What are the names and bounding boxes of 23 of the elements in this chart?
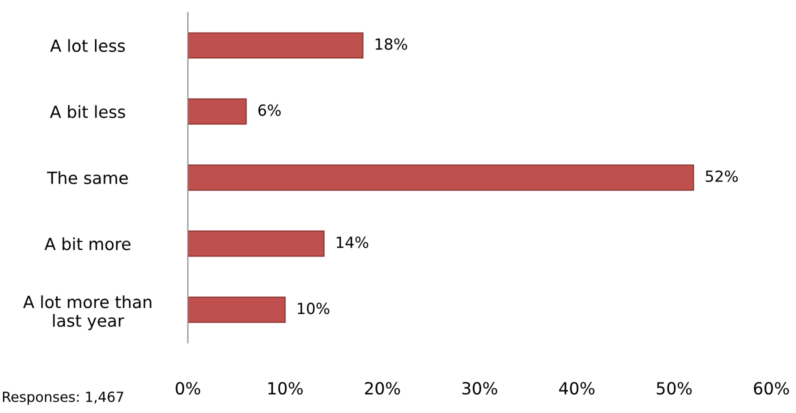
data-label: 14% bbox=[336, 236, 368, 248]
x-tick-label: 10% bbox=[268, 382, 303, 395]
x-tick-label: 50% bbox=[656, 382, 692, 395]
data-label: 18% bbox=[376, 38, 408, 50]
y-tick-label: The same bbox=[46, 171, 128, 184]
x-tick-label: 60% bbox=[754, 382, 789, 395]
x-tick-label: 30% bbox=[462, 382, 498, 395]
x-tick-label: 20% bbox=[365, 382, 400, 395]
x-tick-label: 0% bbox=[176, 382, 200, 395]
y-tick-label: A bit more bbox=[44, 237, 130, 250]
y-tick-label: A bit less bbox=[50, 105, 126, 118]
bar bbox=[188, 230, 325, 257]
y-tick-label: A lot more than last year bbox=[23, 295, 152, 330]
text: Responses: 1,467 bbox=[2, 392, 124, 405]
bar bbox=[188, 98, 247, 125]
data-label: 6% bbox=[258, 104, 281, 116]
bar bbox=[188, 296, 286, 323]
bar bbox=[188, 164, 694, 191]
data-label: 10% bbox=[298, 302, 330, 314]
bar bbox=[188, 32, 364, 59]
y-tick-label: A lot less bbox=[50, 39, 125, 52]
data-label: 52% bbox=[706, 170, 738, 182]
x-tick-label: 40% bbox=[559, 382, 594, 395]
